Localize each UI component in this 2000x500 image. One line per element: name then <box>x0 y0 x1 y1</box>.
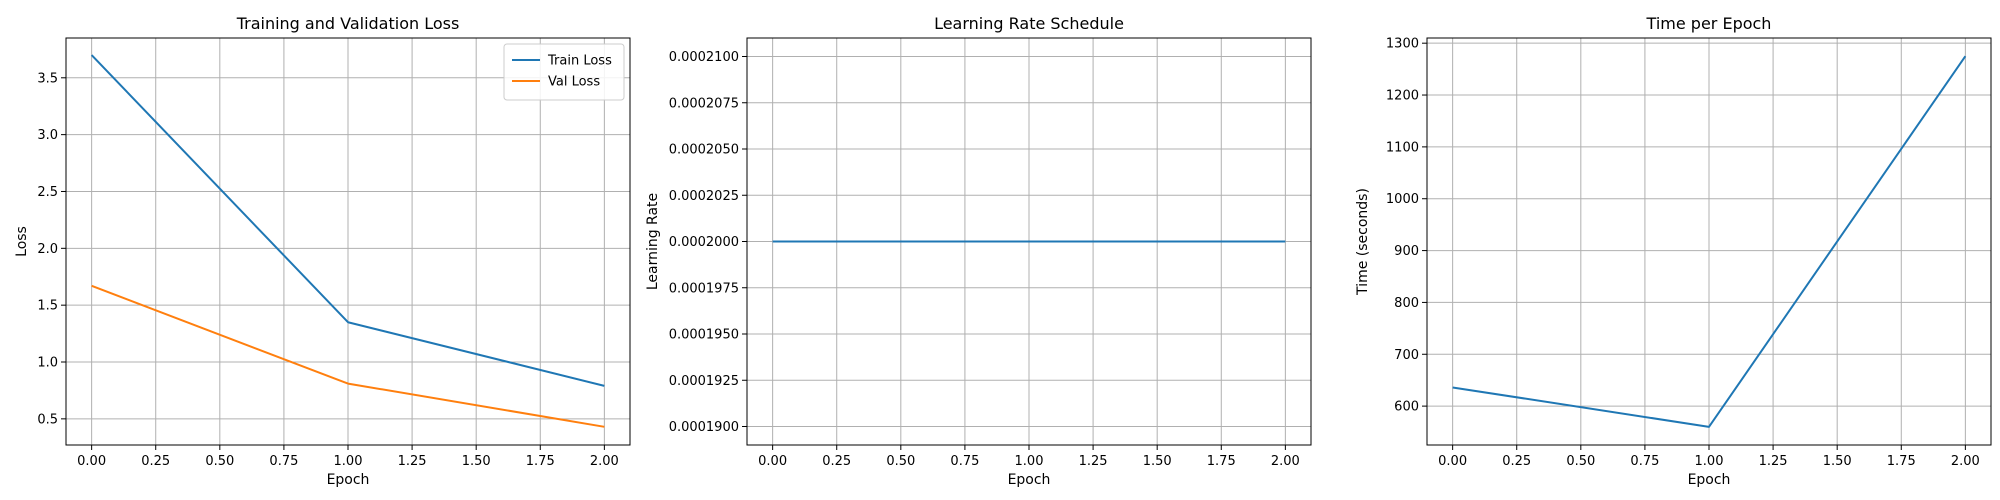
x-tick-label: 1.00 <box>334 454 363 469</box>
y-tick-label: 1300 <box>1386 37 1419 52</box>
plot-frame <box>746 37 1312 446</box>
y-tick-label: 3.5 <box>37 71 58 86</box>
x-tick-label: 0.25 <box>1502 454 1531 469</box>
x-tick-label: 1.75 <box>526 454 555 469</box>
chart-title: Time per Epoch <box>1646 14 1772 33</box>
y-tick-label: 0.0001900 <box>669 420 739 435</box>
y-tick-label: 1.0 <box>37 356 58 371</box>
chart-title: Training and Validation Loss <box>236 14 460 33</box>
x-axis-label: Epoch <box>1008 472 1051 488</box>
y-tick-label: 0.0001925 <box>669 374 739 389</box>
y-axis-label: Learning Rate <box>645 193 661 290</box>
legend: Train Loss Val Loss <box>503 43 625 101</box>
legend-label: Val Loss <box>548 75 600 90</box>
x-tick-label: 0.50 <box>886 454 915 469</box>
x-tick-label: 1.00 <box>1015 454 1044 469</box>
y-tick-label: 0.0001975 <box>669 281 739 296</box>
y-tick-label: 2.5 <box>37 185 58 200</box>
y-axis-label: Time (seconds) <box>1355 188 1371 296</box>
x-tick-label: 0.75 <box>269 454 298 469</box>
x-tick-label: 0.00 <box>758 454 787 469</box>
y-tick-label: 600 <box>1394 400 1419 415</box>
x-tick-label: 1.25 <box>1759 454 1788 469</box>
x-tick-label: 1.50 <box>1823 454 1852 469</box>
x-tick-label: 2.00 <box>1271 454 1300 469</box>
x-tick-label: 0.75 <box>950 454 979 469</box>
y-tick-label: 1.5 <box>37 299 58 314</box>
x-tick-label: 1.25 <box>1079 454 1108 469</box>
x-tick-label: 1.75 <box>1887 454 1916 469</box>
x-tick-label: 1.75 <box>1207 454 1236 469</box>
x-tick-label: 1.50 <box>462 454 491 469</box>
legend-label: Train Loss <box>547 54 612 69</box>
plot-frame <box>1426 37 1992 446</box>
series-line-1 <box>90 54 605 387</box>
chart-panel-3: 0.00 0.25 0.50 0.75 1.00 1.25 1.50 1.75 2.00 600 7… <box>1355 14 1992 488</box>
y-tick-label: 900 <box>1394 244 1419 259</box>
x-tick-label: 0.00 <box>1438 454 1467 469</box>
y-tick-label: 1000 <box>1386 192 1419 207</box>
y-tick-label: 0.0002100 <box>669 50 739 65</box>
y-tick-label: 0.0002000 <box>669 235 739 250</box>
chart-panel-2: 0.00 0.25 0.50 0.75 1.00 1.25 1.50 1.75 2.00 0.00… <box>645 14 1312 488</box>
x-tick-label: 2.00 <box>1951 454 1980 469</box>
x-tick-label: 0.25 <box>141 454 170 469</box>
y-tick-label: 2.0 <box>37 242 58 257</box>
y-tick-label: 800 <box>1394 296 1419 311</box>
chart-panel-1: 0.00 0.25 0.50 0.75 1.00 1.25 1.50 1.75 2.00 0.5 1… <box>14 14 631 488</box>
y-tick-label: 700 <box>1394 348 1419 363</box>
y-tick-label: 0.0002075 <box>669 96 739 111</box>
chart-title: Learning Rate Schedule <box>934 14 1124 33</box>
y-tick-label: 0.0001950 <box>669 328 739 343</box>
y-tick-label: 0.0002050 <box>669 143 739 158</box>
y-axis-label: Loss <box>14 226 30 257</box>
series-line-1 <box>1452 55 1967 428</box>
y-tick-label: 3.0 <box>37 128 58 143</box>
x-tick-label: 1.00 <box>1695 454 1724 469</box>
x-axis-label: Epoch <box>327 472 370 488</box>
x-tick-label: 0.50 <box>205 454 234 469</box>
x-tick-label: 1.25 <box>398 454 427 469</box>
y-tick-label: 0.0002025 <box>669 189 739 204</box>
x-tick-label: 2.00 <box>590 454 619 469</box>
grid <box>1427 38 1991 445</box>
y-tick-label: 0.5 <box>37 412 58 427</box>
series-line-2 <box>91 284 605 428</box>
x-tick-label: 0.50 <box>1566 454 1595 469</box>
y-tick-label: 1200 <box>1386 89 1419 104</box>
legend-box <box>503 43 625 101</box>
grid <box>66 38 630 445</box>
x-axis-label: Epoch <box>1688 472 1731 488</box>
plot-frame <box>65 37 631 446</box>
x-tick-label: 0.00 <box>77 454 106 469</box>
x-tick-label: 0.25 <box>822 454 851 469</box>
y-tick-label: 1100 <box>1386 140 1419 155</box>
x-tick-label: 0.75 <box>1630 454 1659 469</box>
x-tick-label: 1.50 <box>1143 454 1172 469</box>
